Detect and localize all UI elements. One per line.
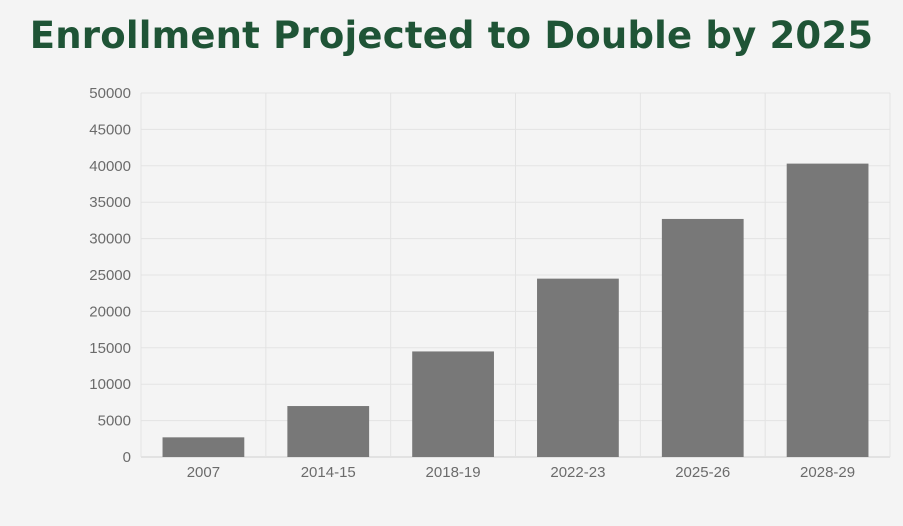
x-tick-label: 2025-26 <box>675 464 730 481</box>
y-tick-label: 0 <box>123 449 131 466</box>
bar <box>412 351 494 457</box>
chart-title: Enrollment Projected to Double by 2025 <box>29 14 874 57</box>
x-tick-label: 2018-19 <box>426 464 481 481</box>
y-tick-label: 15000 <box>89 340 131 357</box>
bar <box>537 278 619 457</box>
bar <box>287 406 370 457</box>
bar <box>786 163 869 457</box>
y-tick-label: 35000 <box>89 194 131 211</box>
y-tick-label: 20000 <box>89 303 131 320</box>
bar <box>661 218 744 457</box>
y-tick-label: 25000 <box>89 267 131 284</box>
y-tick-label: 50000 <box>89 85 131 102</box>
y-tick-label: 30000 <box>89 231 131 248</box>
bar <box>162 437 245 457</box>
x-axis-ticks: 2007 2014-15 2018-19 2022-23 2025-26 2028-29 <box>187 464 855 481</box>
x-tick-label: 2022-23 <box>550 464 605 481</box>
x-tick-label: 2007 <box>187 464 220 481</box>
gridlines <box>140 92 891 458</box>
y-tick-label: 5000 <box>98 413 131 430</box>
x-tick-label: 2028-29 <box>800 464 855 481</box>
y-tick-label: 45000 <box>89 121 131 138</box>
x-tick-label: 2014-15 <box>301 464 356 481</box>
y-tick-label: 40000 <box>89 158 131 175</box>
y-tick-label: 10000 <box>89 376 131 393</box>
y-axis-ticks: 0 5000 10000 15000 20000 25000 30000 35000 40000… <box>89 85 131 466</box>
bars <box>162 163 869 457</box>
